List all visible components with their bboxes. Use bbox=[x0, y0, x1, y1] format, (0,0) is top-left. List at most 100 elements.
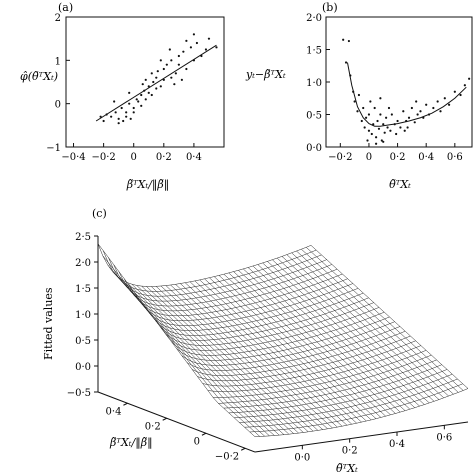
panel-c-ylabel: β̃ᵀXₜ/‖β̃‖ bbox=[109, 436, 153, 450]
panel-b-y-tick-label: 1·5 bbox=[306, 46, 322, 57]
panel-b-point bbox=[367, 113, 371, 116]
panel-b-y-ticks: 2·0 1·5 1·0 0·5 0·0 bbox=[306, 13, 330, 154]
panel-a-point bbox=[162, 78, 165, 81]
panel-b-point bbox=[447, 103, 451, 106]
panel-c-y-ticks: 0·4 0·2 0 −0·2 bbox=[106, 402, 246, 462]
panel-b-label: (b) bbox=[322, 1, 338, 14]
panel-a-point bbox=[177, 63, 180, 66]
panel-a-point bbox=[147, 85, 150, 88]
panel-b-point bbox=[380, 139, 383, 142]
panel-b-point bbox=[382, 123, 385, 126]
panel-a-x-ticks: −0·4 −0·2 0 0·2 0·4 bbox=[61, 143, 202, 163]
panel-c-mesh-line bbox=[189, 281, 348, 426]
panel-c-mesh-line bbox=[126, 282, 285, 435]
panel-b-point bbox=[419, 110, 422, 113]
panel-a-point bbox=[204, 48, 208, 51]
panel-a-point bbox=[144, 78, 147, 81]
panel-a-point bbox=[122, 119, 125, 123]
panel-a-point bbox=[207, 37, 211, 40]
panel-c-mesh-line bbox=[194, 280, 352, 425]
panel-c-mesh-line bbox=[97, 243, 312, 287]
panel-b-point bbox=[382, 140, 385, 143]
panel-b-xlabel: θ̃ᵀXₜ bbox=[389, 178, 411, 191]
panel-b-point bbox=[413, 121, 416, 124]
panel-c-y-tick bbox=[123, 402, 128, 406]
panel-c-mesh-line bbox=[301, 249, 459, 393]
panel-c-mesh-line bbox=[267, 261, 425, 405]
panel-b-y-tick-label: 0·5 bbox=[306, 111, 322, 122]
panel-c-z-tick-label: 1·0 bbox=[75, 310, 91, 321]
panel-b-x-ticks: −0·2 0 0·2 0·4 0·6 bbox=[328, 143, 463, 163]
panel-c-mesh-line bbox=[97, 243, 256, 437]
panel-a-point bbox=[177, 54, 180, 58]
panel-a-ylabel: φ̂(θ̃ᵀXₜ) bbox=[20, 70, 58, 83]
panel-a-point bbox=[180, 78, 183, 81]
panel-c-mesh-line bbox=[199, 279, 357, 424]
panel-c-y-tick-label: 0 bbox=[194, 436, 200, 447]
panel-c-z-tick-label: −0·5 bbox=[67, 388, 91, 399]
panel-c-mesh-line bbox=[102, 255, 260, 437]
panel-a-point bbox=[215, 46, 218, 49]
panel-b-point bbox=[376, 119, 379, 123]
panel-b-point bbox=[370, 132, 373, 136]
panel-b-point bbox=[459, 93, 462, 97]
panel-c-mesh-line bbox=[228, 272, 386, 417]
panel-a-point bbox=[170, 59, 173, 62]
panel-c-mesh-line bbox=[214, 276, 372, 421]
panel-a-point bbox=[185, 67, 188, 71]
panel-a-y-tick-label: 1 bbox=[55, 56, 61, 67]
panel-a-point bbox=[135, 98, 138, 101]
panel-c: (c) 2·5 2·0 1·5 1·0 0·5 0·0 −0·5 0·4 0·2 0 −0·2 0… bbox=[42, 207, 469, 474]
panel-a-x-tick-label: −0·4 bbox=[61, 152, 85, 163]
panel-c-x-tick-label: 0·0 bbox=[294, 452, 310, 463]
panel-b-point bbox=[353, 100, 356, 103]
panel-c-z-tick-label: 2·0 bbox=[75, 258, 91, 269]
panel-a-point bbox=[168, 48, 171, 51]
panel-c-mesh-line bbox=[243, 268, 401, 413]
panel-b-x-tick-label: 0·6 bbox=[447, 152, 463, 163]
panel-a-fit-line bbox=[95, 44, 217, 122]
panel-c-surface-mesh bbox=[97, 243, 469, 438]
panel-b-point bbox=[389, 129, 392, 132]
panel-a-point bbox=[189, 46, 192, 49]
panel-b-point bbox=[406, 126, 409, 129]
panel-c-z-tick-label: 0·5 bbox=[75, 336, 91, 347]
panel-a-x-tick-label: −0·2 bbox=[91, 152, 115, 163]
panel-c-mesh-line bbox=[296, 250, 454, 395]
panel-c-mesh-line bbox=[160, 285, 319, 431]
panel-b-point bbox=[344, 61, 348, 64]
panel-a-xlabel: β̃ᵀXₜ/‖β̃‖ bbox=[126, 178, 170, 192]
panel-c-mesh-line bbox=[180, 283, 338, 428]
panel-c-mesh-line bbox=[218, 275, 377, 419]
panel-a: (a) 2 1 0 −1 −0·4 −0·2 0 0·2 0·4 φ̂(θ̃ᵀXₜ) β̃ᵀX… bbox=[20, 1, 225, 192]
panel-c-mesh-line bbox=[306, 247, 464, 391]
panel-b-point bbox=[410, 106, 413, 110]
panel-b-point bbox=[399, 126, 402, 129]
panel-b-point bbox=[395, 132, 398, 136]
panel-b-point bbox=[356, 110, 359, 113]
panel-b-point bbox=[362, 106, 365, 110]
panel-c-mesh-line bbox=[223, 274, 382, 418]
panel-a-point bbox=[110, 115, 113, 118]
panel-b-point bbox=[366, 139, 369, 142]
panel-b-point bbox=[379, 97, 382, 100]
panel-b-point bbox=[357, 93, 361, 97]
panel-a-point bbox=[185, 39, 188, 42]
panel-c-mesh-line bbox=[155, 286, 314, 432]
panel-b-point bbox=[463, 84, 466, 87]
panel-c-mesh-line bbox=[252, 265, 411, 410]
panel-b-y-tick-label: 2·0 bbox=[306, 13, 322, 24]
panel-a-point bbox=[132, 106, 135, 110]
panel-a-point bbox=[128, 91, 131, 94]
panel-c-mesh-line bbox=[134, 278, 348, 321]
panel-a-point bbox=[156, 70, 159, 73]
panel-c-mesh-line bbox=[209, 277, 367, 422]
panel-b-point bbox=[432, 106, 435, 110]
panel-c-mesh-line bbox=[112, 271, 270, 437]
panel-a-x-tick-label: 0·4 bbox=[186, 152, 202, 163]
panel-a-point bbox=[165, 63, 168, 66]
panel-b-x-tick-label: −0·2 bbox=[328, 152, 352, 163]
panel-c-mesh-line bbox=[281, 256, 440, 400]
panel-b-point bbox=[374, 136, 378, 139]
panel-a-point bbox=[174, 72, 177, 75]
